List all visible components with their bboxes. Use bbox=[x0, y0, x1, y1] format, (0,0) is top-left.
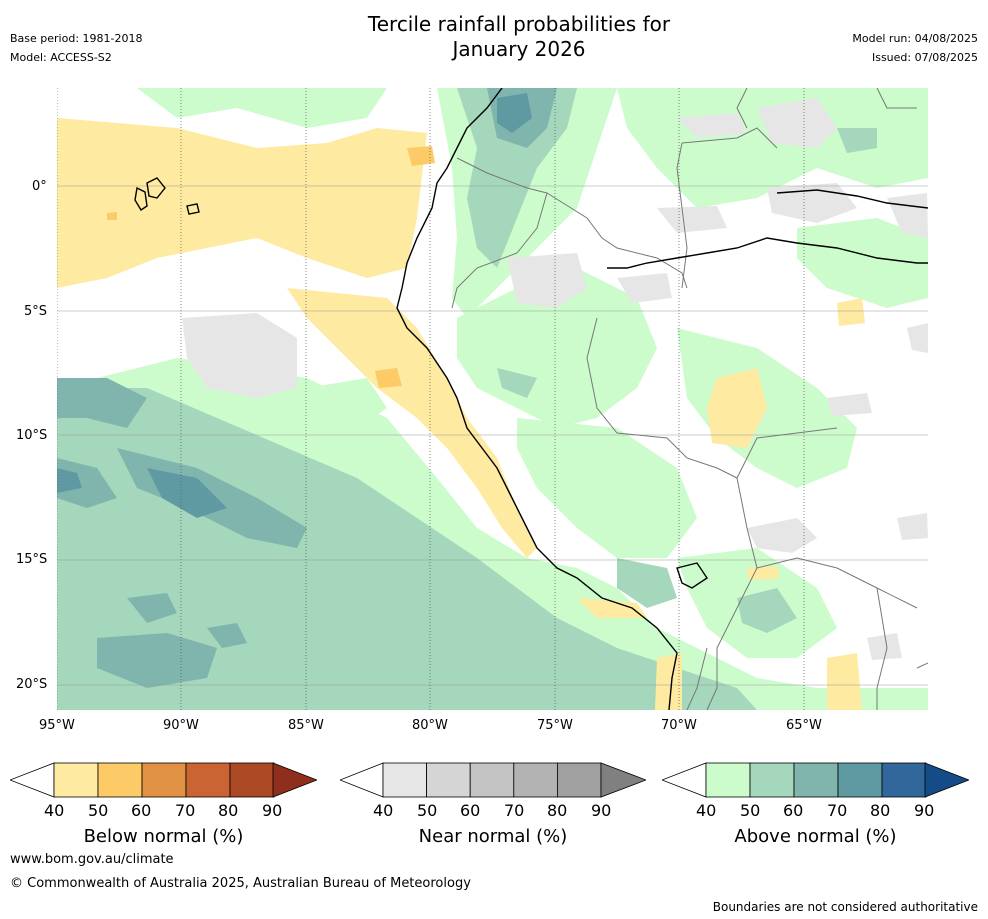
colorbar-below-cells bbox=[53, 762, 275, 798]
website-link[interactable]: www.bom.gov.au/climate bbox=[10, 852, 174, 867]
below-tick-50: 50 bbox=[88, 801, 109, 820]
lon-label-65w: 65°W bbox=[786, 718, 822, 733]
above-tick-60: 60 bbox=[783, 801, 804, 820]
colorbar-above-title: Above normal (%) bbox=[734, 826, 897, 847]
issued-date: Issued: 07/08/2025 bbox=[871, 51, 978, 64]
above-tick-90: 90 bbox=[914, 801, 935, 820]
below-normal-50-regions bbox=[107, 146, 435, 388]
colorbar-cell bbox=[513, 762, 558, 798]
near-tick-60: 60 bbox=[460, 801, 481, 820]
colorbar-cell bbox=[53, 762, 99, 798]
colorbar-above-max-arrow bbox=[924, 762, 969, 798]
lat-label-20s: 20°S bbox=[16, 677, 48, 692]
map-canvas bbox=[57, 88, 928, 710]
colorbar-below-title: Below normal (%) bbox=[83, 826, 244, 847]
colorbar-cell bbox=[556, 762, 602, 798]
map-title: Tercile rainfall probabilities for Janua… bbox=[0, 12, 988, 62]
below-tick-90: 90 bbox=[262, 801, 283, 820]
colorbar-above-min-arrow bbox=[662, 762, 707, 798]
lat-label-15s: 15°S bbox=[16, 552, 48, 567]
above-tick-70: 70 bbox=[827, 801, 848, 820]
near-tick-80: 80 bbox=[547, 801, 568, 820]
rainfall-map bbox=[57, 88, 928, 710]
below-tick-70: 70 bbox=[175, 801, 196, 820]
lon-label-90w: 90°W bbox=[163, 718, 199, 733]
title-line-1: Tercile rainfall probabilities for bbox=[367, 12, 671, 36]
colorbar-cell bbox=[749, 762, 795, 798]
below-normal-40-regions bbox=[57, 118, 865, 710]
coastline bbox=[134, 88, 928, 710]
colorbar-near-normal-svg bbox=[340, 762, 646, 798]
lat-label-10s: 10°S bbox=[16, 428, 48, 443]
colorbar-cell bbox=[837, 762, 883, 798]
model-name: Model: ACCESS-S2 bbox=[10, 51, 112, 64]
colorbar-above-cells bbox=[705, 762, 927, 798]
lon-label-85w: 85°W bbox=[288, 718, 324, 733]
colorbar-near-cells bbox=[382, 762, 602, 798]
below-tick-40: 40 bbox=[44, 801, 65, 820]
colorbar-below-normal-svg bbox=[10, 762, 317, 798]
colorbar-cell bbox=[793, 762, 839, 798]
lon-label-80w: 80°W bbox=[412, 718, 448, 733]
colorbar-cell bbox=[382, 762, 427, 798]
near-tick-70: 70 bbox=[504, 801, 525, 820]
colorbar-near-title: Near normal (%) bbox=[418, 826, 568, 847]
colorbar-near-min-arrow bbox=[340, 762, 384, 798]
boundaries-disclaimer: Boundaries are not considered authoritat… bbox=[712, 900, 978, 914]
colorbar-below-max-arrow bbox=[272, 762, 317, 798]
colorbar-cell bbox=[705, 762, 751, 798]
colorbar-cell bbox=[229, 762, 275, 798]
near-tick-90: 90 bbox=[591, 801, 612, 820]
model-run: Model run: 04/08/2025 bbox=[852, 32, 978, 45]
near-tick-50: 50 bbox=[417, 801, 438, 820]
lon-label-75w: 75°W bbox=[537, 718, 573, 733]
colorbar-cell bbox=[469, 762, 515, 798]
colorbar-above-normal bbox=[662, 762, 969, 798]
colorbar-cell bbox=[881, 762, 927, 798]
colorbar-cell bbox=[185, 762, 231, 798]
colorbar-cell bbox=[426, 762, 471, 798]
lat-label-0: 0° bbox=[32, 179, 47, 194]
colorbar-cell bbox=[141, 762, 187, 798]
base-period: Base period: 1981-2018 bbox=[10, 32, 143, 45]
colorbar-below-normal bbox=[10, 762, 317, 798]
colorbar-below-min-arrow bbox=[10, 762, 55, 798]
title-line-2: January 2026 bbox=[452, 37, 586, 61]
near-tick-40: 40 bbox=[373, 801, 394, 820]
lon-label-95w: 95°W bbox=[39, 718, 75, 733]
above-tick-40: 40 bbox=[696, 801, 717, 820]
copyright-text: © Commonwealth of Australia 2025, Austra… bbox=[10, 876, 471, 891]
country-borders bbox=[451, 88, 928, 710]
colorbar-above-normal-svg bbox=[662, 762, 969, 798]
lat-label-5s: 5°S bbox=[24, 304, 48, 319]
above-normal-70-regions bbox=[57, 93, 532, 518]
colorbar-near-normal bbox=[340, 762, 646, 798]
above-tick-80: 80 bbox=[870, 801, 891, 820]
colorbar-near-max-arrow bbox=[600, 762, 646, 798]
below-tick-80: 80 bbox=[218, 801, 239, 820]
below-tick-60: 60 bbox=[131, 801, 152, 820]
lon-label-70w: 70°W bbox=[661, 718, 697, 733]
above-tick-50: 50 bbox=[740, 801, 761, 820]
colorbar-cell bbox=[97, 762, 143, 798]
